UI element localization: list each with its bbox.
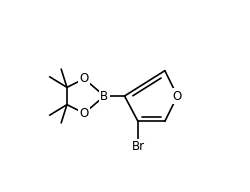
Text: O: O [79,72,88,85]
Text: Br: Br [131,140,144,153]
Text: O: O [172,89,181,103]
Text: B: B [100,89,108,103]
Text: O: O [79,107,88,120]
